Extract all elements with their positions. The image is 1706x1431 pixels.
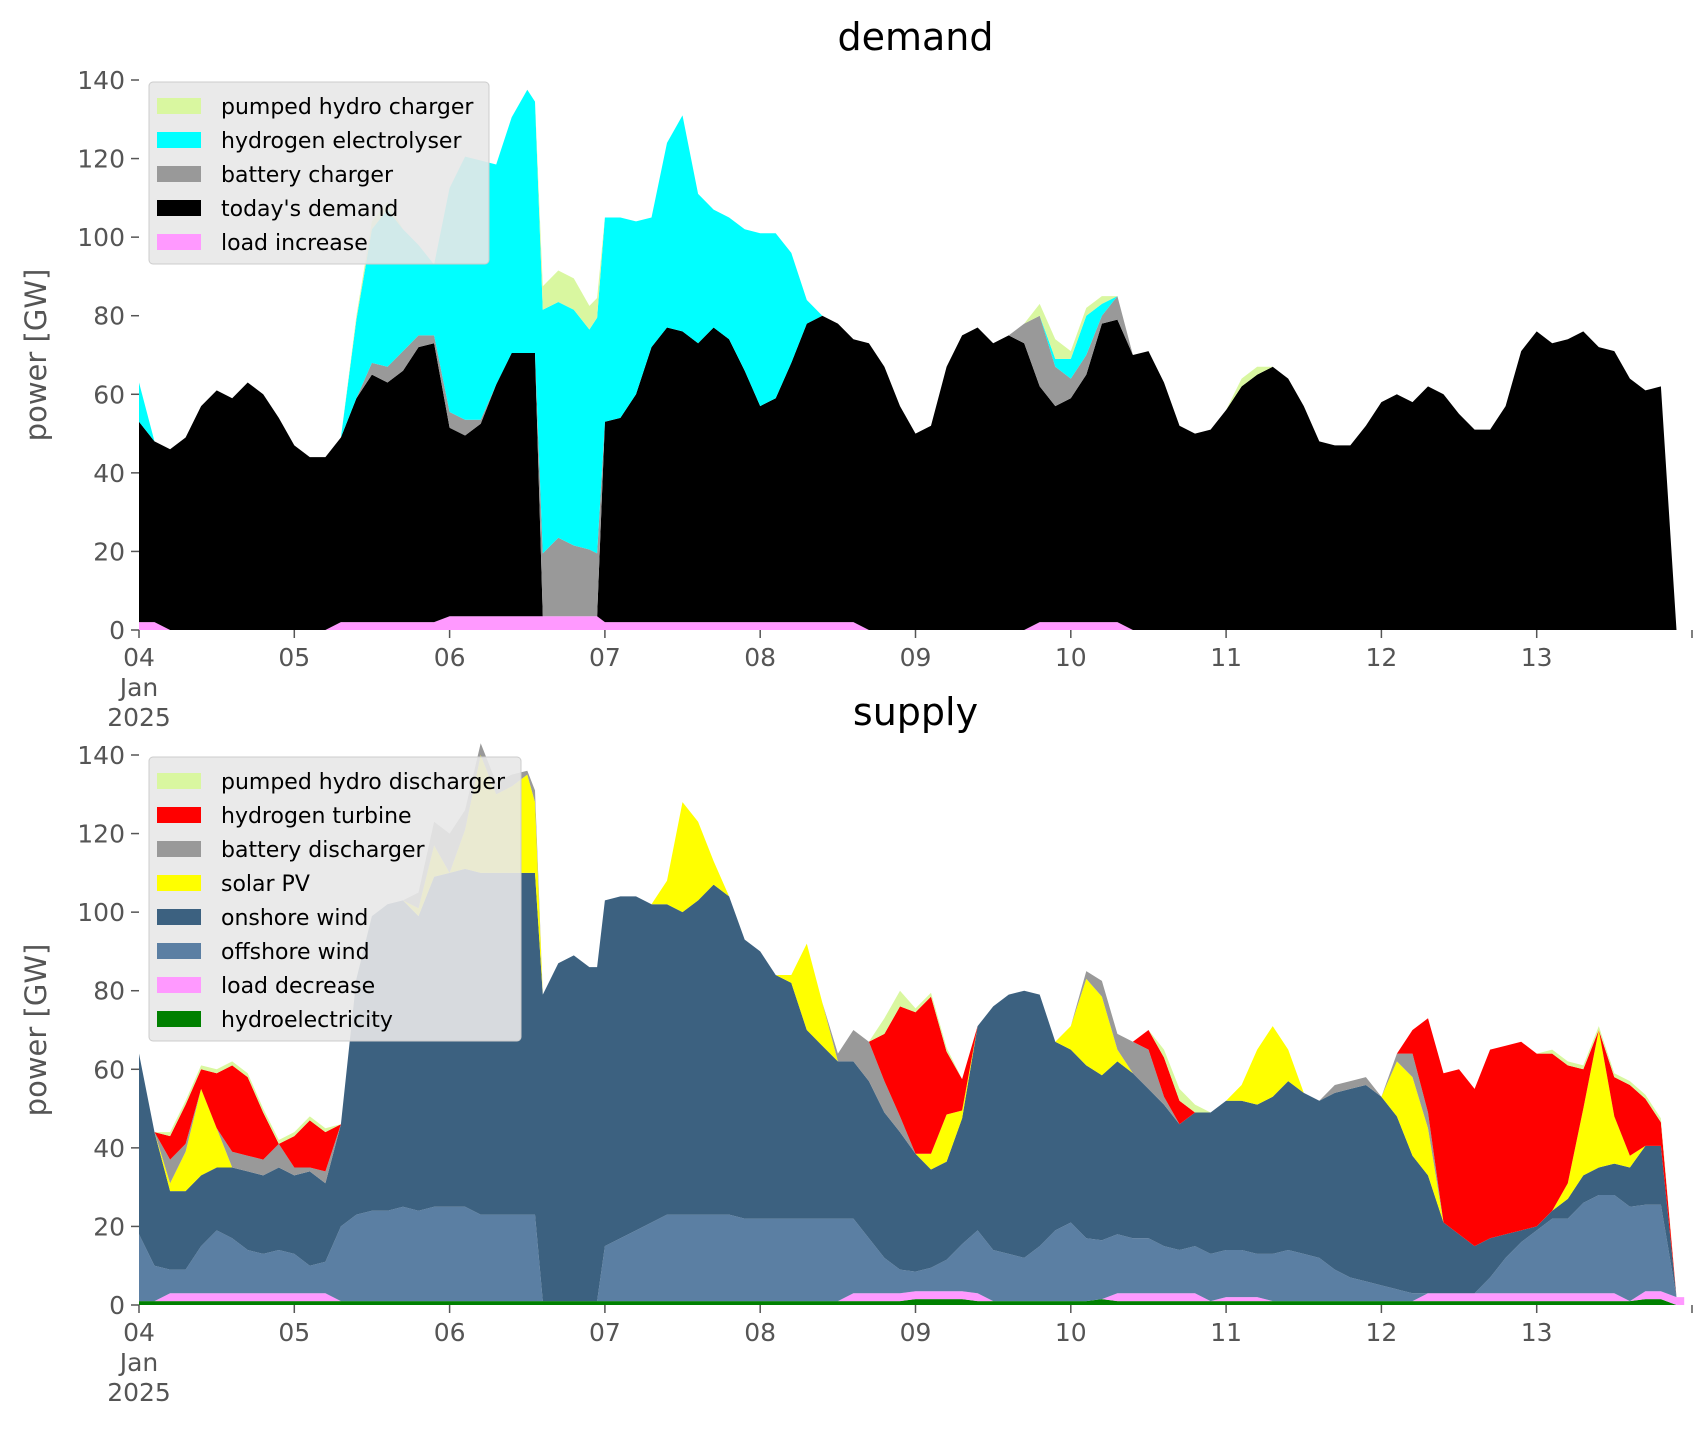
y-tick-label: 40 bbox=[93, 459, 125, 488]
legend-swatch-hydrogen-turbine bbox=[157, 807, 201, 823]
series-area-load-decrease bbox=[139, 1291, 1685, 1305]
legend-label-today-s-demand: today's demand bbox=[221, 197, 398, 222]
legend-label-solar-pv: solar PV bbox=[221, 872, 310, 897]
chart-title: supply bbox=[853, 690, 978, 734]
y-axis-label: power [GW] bbox=[19, 269, 53, 442]
legend-box bbox=[148, 81, 490, 265]
x-tick-label: 07 bbox=[589, 1318, 621, 1347]
series-area-load-increase bbox=[139, 616, 1685, 630]
x-tick-label: 04 bbox=[123, 1318, 155, 1347]
legend-swatch-pumped-hydro-charger bbox=[157, 98, 201, 114]
legend-swatch-load-decrease bbox=[157, 977, 201, 993]
x-tick-label: 05 bbox=[278, 643, 310, 672]
series-area-hydrogen-turbine bbox=[139, 743, 1685, 1298]
x-tick-label: 08 bbox=[744, 643, 776, 672]
legend-swatch-battery-charger bbox=[157, 166, 201, 182]
x-tick-label: 13 bbox=[1521, 1318, 1553, 1347]
legend-box bbox=[148, 756, 522, 1042]
y-tick-label: 0 bbox=[109, 1291, 125, 1320]
y-tick-label: 140 bbox=[77, 66, 125, 95]
legend-label-battery-discharger: battery discharger bbox=[221, 838, 426, 863]
y-tick-label: 120 bbox=[77, 145, 125, 174]
y-tick-label: 60 bbox=[93, 1055, 125, 1084]
legend-swatch-load-increase bbox=[157, 234, 201, 250]
y-tick-label: 0 bbox=[109, 616, 125, 645]
x-tick-label: 12 bbox=[1365, 643, 1397, 672]
x-tick-label: 05 bbox=[278, 1318, 310, 1347]
x-tick-label: 07 bbox=[589, 643, 621, 672]
legend-label-pumped-hydro-discharger: pumped hydro discharger bbox=[221, 770, 506, 795]
legend-label-hydrogen-turbine: hydrogen turbine bbox=[221, 804, 412, 829]
x-tick-label: 13 bbox=[1521, 643, 1553, 672]
legend-swatch-onshore-wind bbox=[157, 909, 201, 925]
x-tick-label: 11 bbox=[1210, 643, 1242, 672]
series-area-offshore-wind bbox=[139, 1195, 1685, 1302]
x-tick-label: 11 bbox=[1210, 1318, 1242, 1347]
legend-swatch-pumped-hydro-discharger bbox=[157, 773, 201, 789]
series-area-hydrogen-electrolyser bbox=[139, 89, 1685, 631]
y-tick-label: 40 bbox=[93, 1134, 125, 1163]
legend-label-hydroelectricity: hydroelectricity bbox=[221, 1008, 393, 1033]
legend-label-load-increase: load increase bbox=[221, 231, 368, 256]
x-tick-label: 09 bbox=[900, 1318, 932, 1347]
y-tick-label: 100 bbox=[77, 223, 125, 252]
x-tick-sublabel: Jan bbox=[118, 673, 159, 702]
supply-panel: supply power [GW] 0 20 40 60 80 100 120 140 04 05 06… bbox=[19, 690, 1693, 1407]
legend-label-hydrogen-electrolyser: hydrogen electrolyser bbox=[221, 129, 462, 154]
x-tick-label: 12 bbox=[1365, 1318, 1397, 1347]
legend-label-battery-charger: battery charger bbox=[221, 163, 394, 188]
y-tick-label: 20 bbox=[93, 537, 125, 566]
x-tick-label: 04 bbox=[123, 643, 155, 672]
y-tick-label: 120 bbox=[77, 820, 125, 849]
chart-title: demand bbox=[837, 15, 993, 59]
legend-swatch-hydroelectricity bbox=[157, 1011, 201, 1027]
y-tick-label: 80 bbox=[93, 302, 125, 331]
y-tick-label: 20 bbox=[93, 1212, 125, 1241]
x-tick-label: 09 bbox=[900, 643, 932, 672]
y-axis-label: power [GW] bbox=[19, 944, 53, 1117]
x-tick-label: 08 bbox=[744, 1318, 776, 1347]
legend-swatch-offshore-wind bbox=[157, 943, 201, 959]
legend-label-load-decrease: load decrease bbox=[221, 974, 375, 999]
legend-swatch-solar-pv bbox=[157, 875, 201, 891]
series-area-onshore-wind bbox=[139, 868, 1685, 1302]
x-tick-sublabel: 2025 bbox=[107, 703, 171, 732]
y-tick-label: 100 bbox=[77, 898, 125, 927]
demand-panel: demand power [GW] 0 20 40 60 80 100 120 140 04 05 06… bbox=[19, 15, 1693, 732]
x-tick-sublabel: Jan bbox=[118, 1348, 159, 1377]
x-tick-label: 10 bbox=[1055, 1318, 1087, 1347]
x-tick-label: 06 bbox=[434, 643, 466, 672]
y-tick-label: 140 bbox=[77, 741, 125, 770]
legend-label-offshore-wind: offshore wind bbox=[221, 940, 370, 965]
y-tick-label: 80 bbox=[93, 977, 125, 1006]
legend-label-pumped-hydro-charger: pumped hydro charger bbox=[221, 95, 474, 120]
series-area-today-s-demand bbox=[139, 315, 1685, 630]
legend-label-onshore-wind: onshore wind bbox=[221, 906, 368, 931]
legend-swatch-battery-discharger bbox=[157, 841, 201, 857]
x-tick-sublabel: 2025 bbox=[107, 1378, 171, 1407]
x-tick-label: 10 bbox=[1055, 643, 1087, 672]
x-tick-label: 06 bbox=[434, 1318, 466, 1347]
legend-swatch-hydrogen-electrolyser bbox=[157, 132, 201, 148]
legend-swatch-today-s-demand bbox=[157, 200, 201, 216]
y-tick-label: 60 bbox=[93, 380, 125, 409]
series-area-hydroelectricity bbox=[139, 1299, 1685, 1305]
